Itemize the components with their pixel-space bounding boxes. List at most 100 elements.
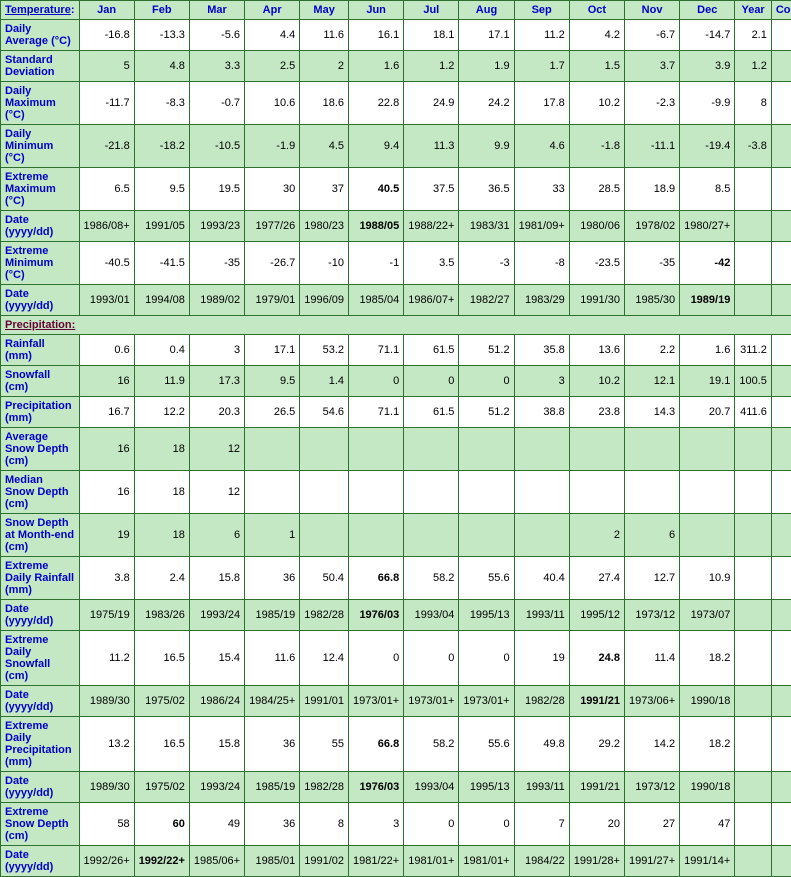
cell: 26.5 — [245, 397, 300, 428]
cell: 11.4 — [624, 631, 679, 686]
cell — [735, 631, 772, 686]
cell: 0 — [404, 366, 459, 397]
cell — [771, 211, 791, 242]
table-row: Date (yyyy/dd)1989/301975/021986/241984/… — [1, 686, 791, 717]
cell: 16 — [79, 471, 134, 514]
table-row: Daily Maximum (°C)-11.7-8.3-0.710.618.62… — [1, 82, 791, 125]
cell — [349, 514, 404, 557]
precip-section-label[interactable]: Precipitation: — [1, 316, 791, 335]
cell: 1973/01+ — [404, 686, 459, 717]
cell: 1973/12 — [624, 772, 679, 803]
cell: 28.5 — [569, 168, 624, 211]
cell: 1982/27 — [459, 285, 514, 316]
climate-table: Temperature: JanFebMarAprMayJunJulAugSep… — [0, 0, 791, 877]
cell: 4.5 — [300, 125, 349, 168]
col-header-apr: Apr — [245, 1, 300, 20]
col-header-year: Year — [735, 1, 772, 20]
cell: 1983/31 — [459, 211, 514, 242]
precip-section-row: Precipitation: — [1, 316, 791, 335]
table-row: Extreme Daily Snowfall (cm)11.216.515.41… — [1, 631, 791, 686]
row-label: Standard Deviation — [1, 51, 80, 82]
cell: 1973/12 — [624, 600, 679, 631]
cell: -40.5 — [79, 242, 134, 285]
table-row: Standard Deviation54.83.32.521.61.21.91.… — [1, 51, 791, 82]
table-row: Extreme Maximum (°C)6.59.519.5303740.537… — [1, 168, 791, 211]
cell — [771, 242, 791, 285]
cell: 10.2 — [569, 366, 624, 397]
cell: C — [771, 366, 791, 397]
cell: 1980/27+ — [680, 211, 735, 242]
cell: 1.6 — [680, 335, 735, 366]
cell: 13.6 — [569, 335, 624, 366]
cell: 12.1 — [624, 366, 679, 397]
cell: 58.2 — [404, 557, 459, 600]
cell: 18 — [134, 514, 189, 557]
cell: 1988/22+ — [404, 211, 459, 242]
row-label: Snow Depth at Month-end (cm) — [1, 514, 80, 557]
cell: 1 — [245, 514, 300, 557]
cell: 3.9 — [680, 51, 735, 82]
header-temperature[interactable]: Temperature: — [1, 1, 80, 20]
cell: 1985/30 — [624, 285, 679, 316]
cell: 1989/19 — [680, 285, 735, 316]
row-label: Date (yyyy/dd) — [1, 846, 80, 877]
cell: 1981/01+ — [459, 846, 514, 877]
cell — [300, 514, 349, 557]
cell: 4.2 — [569, 20, 624, 51]
cell: 4.6 — [514, 125, 569, 168]
cell: 1973/01+ — [459, 686, 514, 717]
cell: 1.5 — [569, 51, 624, 82]
cell: 12.4 — [300, 631, 349, 686]
cell: -10.5 — [189, 125, 244, 168]
cell: 37.5 — [404, 168, 459, 211]
row-label: Average Snow Depth (cm) — [1, 428, 80, 471]
col-header-aug: Aug — [459, 1, 514, 20]
cell: C — [771, 51, 791, 82]
cell — [514, 514, 569, 557]
cell: 20.3 — [189, 397, 244, 428]
cell: 14.2 — [624, 717, 679, 772]
col-header-jan: Jan — [79, 1, 134, 20]
cell: 71.1 — [349, 397, 404, 428]
cell: -6.7 — [624, 20, 679, 51]
cell: 8 — [735, 82, 772, 125]
cell: 17.1 — [459, 20, 514, 51]
cell: 1993/11 — [514, 600, 569, 631]
cell — [735, 211, 772, 242]
cell: 49.8 — [514, 717, 569, 772]
cell: -11.1 — [624, 125, 679, 168]
cell: 1983/26 — [134, 600, 189, 631]
cell: 11.6 — [300, 20, 349, 51]
cell — [735, 428, 772, 471]
cell: 1990/18 — [680, 686, 735, 717]
row-label: Extreme Maximum (°C) — [1, 168, 80, 211]
row-label: Daily Maximum (°C) — [1, 82, 80, 125]
cell: -3 — [459, 242, 514, 285]
cell — [245, 428, 300, 471]
cell: 15.4 — [189, 631, 244, 686]
cell: 6.5 — [79, 168, 134, 211]
cell: 55 — [300, 717, 349, 772]
row-label: Extreme Daily Precipitation (mm) — [1, 717, 80, 772]
cell: 0 — [459, 631, 514, 686]
cell: 13.2 — [79, 717, 134, 772]
temperature-link[interactable]: Temperature — [5, 4, 71, 16]
cell: 58 — [79, 803, 134, 846]
cell: 16 — [79, 428, 134, 471]
cell: 6 — [624, 514, 679, 557]
cell — [300, 428, 349, 471]
cell: -1 — [349, 242, 404, 285]
cell: 1.9 — [459, 51, 514, 82]
cell — [459, 471, 514, 514]
col-header-mar: Mar — [189, 1, 244, 20]
table-row: Date (yyyy/dd)1993/011994/081989/021979/… — [1, 285, 791, 316]
cell: 17.1 — [245, 335, 300, 366]
cell — [349, 428, 404, 471]
cell: -11.7 — [79, 82, 134, 125]
row-label: Median Snow Depth (cm) — [1, 471, 80, 514]
table-row: Median Snow Depth (cm)161812D — [1, 471, 791, 514]
table-row: Extreme Daily Precipitation (mm)13.216.5… — [1, 717, 791, 772]
cell: 18.2 — [680, 717, 735, 772]
table-row: Extreme Snow Depth (cm)58604936830072027… — [1, 803, 791, 846]
cell: 4.8 — [134, 51, 189, 82]
